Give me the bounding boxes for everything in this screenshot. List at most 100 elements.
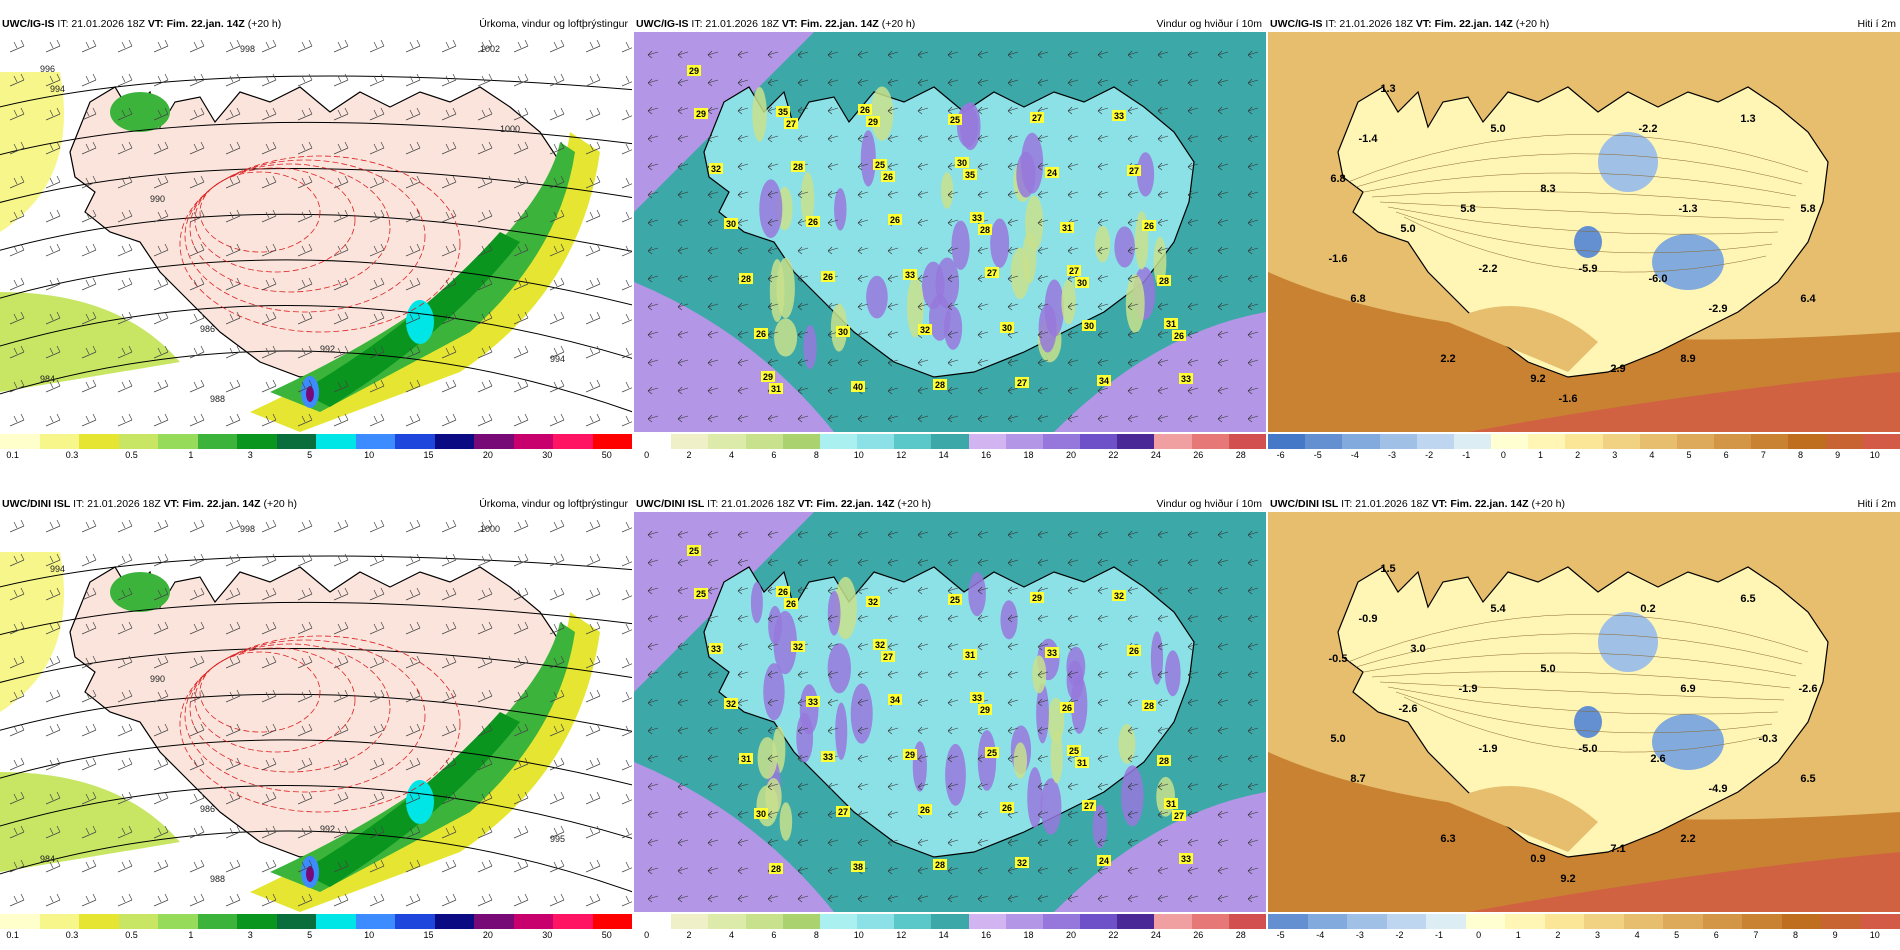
init-time: IT: 21.01.2026 18Z	[707, 498, 798, 510]
panel-header: UWC/DINI ISL IT: 21.01.2026 18Z VT: Fim.…	[1268, 496, 1900, 512]
model-name: UWC/DINI ISL	[1270, 498, 1339, 510]
valid-label: VT:	[1431, 498, 1448, 510]
isobar-label: 992	[320, 824, 335, 834]
gust-badge	[963, 649, 977, 660]
map-svg: 29 27 26 28 30 26 31 29 35 31 28 26 40 25 24 26 28 30 28 27…	[634, 32, 1266, 432]
colorbar-tick: 50	[601, 450, 612, 460]
colorbar-swatch	[745, 914, 783, 929]
panel-title: Úrkoma, vindur og loftþrýstingur	[479, 498, 628, 510]
gust-value: 29	[868, 117, 878, 127]
map-svg: 998 994 990 986 984 988 992 994 1002 1000 996	[0, 32, 632, 432]
colorbar-tick: 30	[542, 450, 553, 460]
gust-value: 34	[1099, 376, 1109, 386]
colorbar-swatch	[434, 434, 474, 449]
colorbar-swatch	[1416, 434, 1454, 449]
colorbar-swatch	[158, 914, 198, 929]
init-time: IT: 21.01.2026 18Z	[1341, 498, 1432, 510]
gust-value: 32	[920, 325, 930, 335]
colorbar-ticks: 0.1 0.3 0.5 1 3 5 10 15 20 30 50	[0, 930, 632, 944]
temperature-label: 1.3	[1380, 83, 1395, 95]
gust-badge	[739, 753, 753, 764]
isobar-label: 998	[240, 524, 255, 534]
gust-badge	[963, 169, 977, 180]
colorbar-tick: 0.3	[65, 450, 79, 460]
colorbar-swatch	[474, 434, 514, 449]
colorbar-tick: 0	[644, 930, 650, 940]
gust-badge	[1082, 800, 1096, 811]
colorbar-swatch	[1742, 914, 1782, 929]
gust-value: 40	[853, 382, 863, 392]
colorbar-tick: 22	[1108, 930, 1119, 940]
colorbar-swatch	[1702, 914, 1742, 929]
colorbar-swatch	[1154, 434, 1192, 449]
temperature-label: 2.2	[1680, 833, 1695, 845]
colorbar-swatch	[1821, 914, 1861, 929]
temperature-label: -2.2	[1479, 263, 1498, 275]
isobar-label: 986	[200, 324, 215, 334]
valid-time: Fim. 22.jan. 14Z	[816, 498, 895, 510]
gust-badge	[888, 694, 902, 705]
colorbar-swatch	[1228, 434, 1266, 449]
colorbar-swatch	[39, 434, 79, 449]
colorbar-tick: 1	[1515, 930, 1521, 940]
temperature-label: 7.1	[1610, 843, 1625, 855]
colorbar-tick: 20	[482, 450, 493, 460]
colorbar-tick: 6	[771, 930, 777, 940]
colorbar-swatch	[1005, 434, 1043, 449]
colorbar-swatch	[395, 914, 435, 929]
colorbar-swatch	[474, 914, 514, 929]
colorbar-tick: 4	[728, 930, 735, 940]
temperature-label: -2.6	[1799, 683, 1818, 695]
colorbar-swatch	[1386, 914, 1426, 929]
temperature-label: -1.9	[1459, 683, 1478, 695]
init-time: IT: 21.01.2026 18Z	[57, 18, 148, 30]
temperature-label: -4.9	[1709, 783, 1728, 795]
isobar-label: 990	[150, 674, 165, 684]
colorbar-swatch	[1191, 914, 1229, 929]
colorbar-swatch	[1453, 434, 1492, 449]
colorbar-swatch	[968, 914, 1006, 929]
gust-badge	[709, 643, 723, 654]
colorbar-swatch	[1268, 914, 1308, 929]
colorbar-swatch	[118, 914, 158, 929]
colorbar-swatch	[1565, 434, 1603, 449]
gust-value: 27	[987, 268, 997, 278]
gust-value: 33	[1047, 648, 1057, 658]
gust-badge	[1142, 700, 1156, 711]
map-panel-precip: UWC/IG-IS IT: 21.01.2026 18Z VT: Fim. 22…	[0, 16, 632, 466]
valid-time: Fim. 22.jan. 14Z	[166, 18, 245, 30]
colorbar-tick: 4	[1634, 930, 1640, 940]
colorbar-tick: 28	[1235, 450, 1246, 460]
gust-value: 29	[763, 372, 773, 382]
colorbar-swatch	[197, 434, 237, 449]
colorbar-swatch	[1117, 914, 1155, 929]
colorbar-swatch	[1080, 434, 1118, 449]
colorbar-tick: 12	[896, 450, 907, 460]
colorbar-tick: -3	[1355, 930, 1364, 940]
colorbar-tick: 9	[1835, 450, 1841, 460]
colorbar-swatch	[553, 914, 593, 929]
colorbar-tick: 10	[853, 450, 864, 460]
colorbar-tick: 2	[1575, 450, 1581, 460]
panel-title: Vindur og hviður í 10m	[1156, 18, 1262, 30]
temperature-label: 0.9	[1530, 853, 1545, 865]
colorbar-tick: 10	[1869, 930, 1880, 940]
temperature-label: -1.4	[1359, 133, 1379, 145]
colorbar-swatch	[79, 914, 119, 929]
colorbar-tick: 8	[813, 930, 819, 940]
colorbar-tick: -3	[1388, 450, 1397, 460]
colorbar	[1268, 914, 1900, 929]
gust-value: 26	[1129, 646, 1139, 656]
colorbar-tick: 12	[896, 930, 907, 940]
temperature-label: 5.0	[1330, 733, 1345, 745]
colorbar-swatch	[1860, 914, 1900, 929]
colorbar-tick: 1	[188, 450, 194, 460]
gust-value: 29	[1032, 593, 1042, 603]
lead-time: (+20 h)	[1515, 18, 1550, 30]
gust-badge	[761, 371, 775, 382]
panel-title: Vindur og hviður í 10m	[1156, 498, 1262, 510]
isobar-label: 984	[40, 854, 55, 864]
temperature-label: -2.2	[1639, 123, 1658, 135]
colorbar-swatch	[894, 434, 932, 449]
colorbar-swatch	[592, 914, 632, 929]
